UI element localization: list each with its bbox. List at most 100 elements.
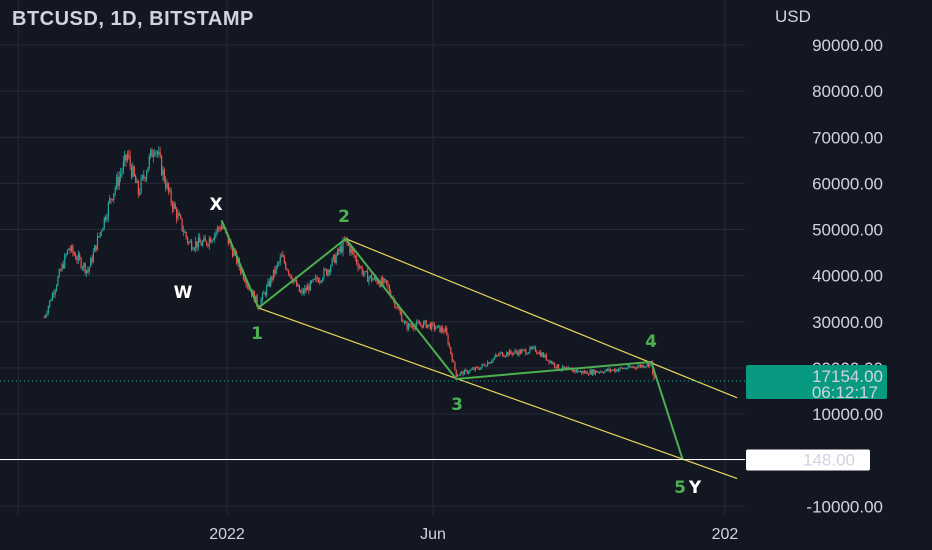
wave-label-5: 5 xyxy=(674,478,686,498)
candle-body xyxy=(455,369,457,377)
candle-body xyxy=(219,228,221,230)
candle-body xyxy=(515,350,517,353)
candle-body xyxy=(470,369,472,371)
candle-body xyxy=(319,280,321,283)
candle-body xyxy=(553,362,556,367)
candle-body xyxy=(139,192,141,195)
candle-body xyxy=(443,331,445,333)
candle-body xyxy=(332,255,335,259)
candle-body xyxy=(530,347,532,349)
candle-body xyxy=(564,367,567,369)
channel-lines xyxy=(258,238,738,480)
price-tick-label: 80000.00 xyxy=(812,82,883,101)
candle-body xyxy=(245,281,247,286)
candle-body xyxy=(522,349,524,351)
candle-body xyxy=(398,307,400,311)
candle-body xyxy=(349,245,351,253)
candle-body xyxy=(630,366,632,368)
candle-body xyxy=(173,203,175,210)
candle-body xyxy=(611,370,613,372)
candle-body xyxy=(616,369,618,372)
candle-body xyxy=(541,353,543,357)
price-tick-label: 70000.00 xyxy=(812,128,883,147)
candle-body xyxy=(497,355,500,357)
candle-body xyxy=(633,366,635,368)
candle-body xyxy=(425,320,427,328)
candle-body xyxy=(184,232,186,234)
candle-body xyxy=(502,352,504,357)
candle-body xyxy=(321,278,324,281)
candle-body xyxy=(100,231,103,233)
candle-body xyxy=(180,215,182,219)
candle-body xyxy=(301,290,303,293)
candle-body xyxy=(92,251,95,262)
candle-body xyxy=(231,247,234,257)
candle-body xyxy=(448,344,451,348)
candle-body xyxy=(188,242,190,244)
candle-body xyxy=(84,263,86,274)
candle-body xyxy=(545,354,547,361)
candle-body xyxy=(45,315,47,318)
candle-body xyxy=(376,279,378,284)
candle-body xyxy=(87,269,89,272)
candle-body xyxy=(619,367,621,370)
candle-body xyxy=(196,241,198,248)
candle-body xyxy=(135,175,137,183)
candle-body xyxy=(373,276,376,280)
candle-body xyxy=(519,350,522,354)
candle-body xyxy=(94,245,96,252)
candle-body xyxy=(603,372,605,374)
candle-body xyxy=(278,262,280,264)
candle-body xyxy=(428,323,430,325)
candle-body xyxy=(379,283,381,287)
candle-body xyxy=(568,367,571,369)
candle-body xyxy=(371,275,373,281)
candle-body xyxy=(457,375,459,377)
candle-body xyxy=(316,277,318,280)
candle-body xyxy=(608,368,610,371)
time-axis[interactable]: 2022 Jun 202 xyxy=(209,526,738,543)
candle-body xyxy=(58,269,60,277)
candle-body xyxy=(140,178,142,193)
candle-body xyxy=(540,352,542,357)
candle-body xyxy=(437,325,440,327)
candle-body xyxy=(317,279,320,283)
candle-body xyxy=(643,366,646,368)
candle-body xyxy=(481,364,483,368)
wave-labels: X 1 2 3 4 5 W Y xyxy=(174,195,702,498)
candle-body xyxy=(167,183,170,192)
wave-lines xyxy=(220,219,684,460)
candle-body xyxy=(362,273,365,275)
candle-body xyxy=(511,353,513,355)
candle-body xyxy=(429,323,431,330)
candle-body xyxy=(634,366,636,368)
candle-body xyxy=(201,241,204,246)
candle-body xyxy=(586,371,588,375)
candle-body xyxy=(547,359,549,361)
candle-body xyxy=(125,154,127,161)
candle-body xyxy=(99,232,101,237)
candle-body xyxy=(268,281,270,287)
candle-body xyxy=(117,177,119,186)
candle-body xyxy=(521,350,523,354)
candle-body xyxy=(491,361,493,363)
candle-body xyxy=(357,263,359,268)
candle-body xyxy=(499,352,501,356)
candle-body xyxy=(548,359,550,363)
candle-body xyxy=(158,152,160,154)
candle-body xyxy=(207,244,209,246)
candle-body xyxy=(195,241,197,249)
wave-label-X: X xyxy=(209,195,222,215)
candle-body xyxy=(529,347,531,353)
candle-body xyxy=(590,370,592,375)
candle-body xyxy=(208,238,210,246)
candle-body xyxy=(476,367,478,369)
candle-body xyxy=(171,202,174,210)
candle-body xyxy=(218,227,220,229)
candle-body xyxy=(369,275,371,278)
candle-body xyxy=(534,346,537,352)
candle-body xyxy=(500,352,502,354)
